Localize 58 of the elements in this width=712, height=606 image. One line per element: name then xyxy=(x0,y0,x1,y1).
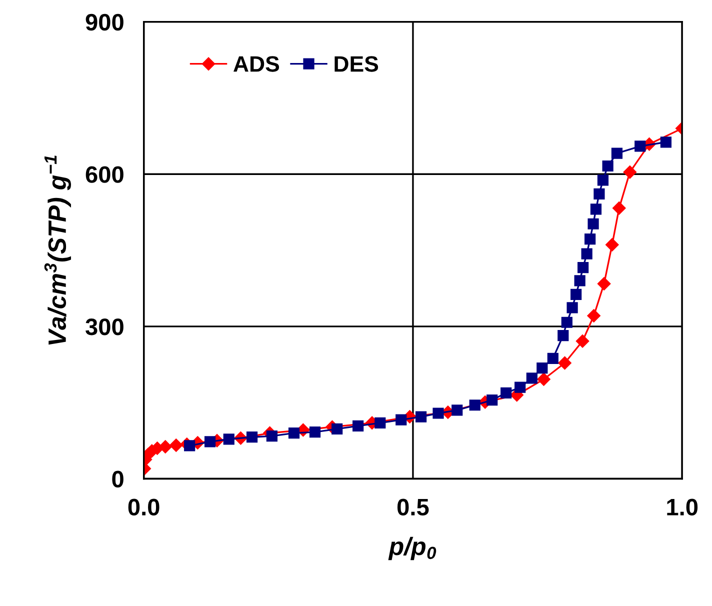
point xyxy=(611,148,623,159)
point xyxy=(469,400,480,411)
point xyxy=(223,434,234,445)
legend-label: DES xyxy=(334,56,378,72)
x-axis-title: p/p$_{0}$ xyxy=(388,536,436,560)
point xyxy=(574,275,586,286)
point xyxy=(566,302,578,314)
point xyxy=(537,372,550,386)
point xyxy=(584,234,596,245)
point xyxy=(578,262,589,274)
point xyxy=(526,372,538,384)
point xyxy=(266,430,278,442)
y-tick-label: 300 xyxy=(86,318,124,336)
point xyxy=(309,426,321,438)
point xyxy=(561,316,572,328)
point xyxy=(590,204,602,215)
legend-label: ADS xyxy=(234,56,280,72)
point xyxy=(432,408,444,419)
y-tick-label: 900 xyxy=(86,14,124,31)
point xyxy=(576,334,590,348)
y-tick-label: 0 xyxy=(112,470,124,488)
point xyxy=(332,423,343,435)
point xyxy=(170,438,183,452)
point xyxy=(594,188,605,200)
y-tick-label: 600 xyxy=(86,166,124,183)
point xyxy=(558,356,572,370)
point xyxy=(660,136,672,148)
point xyxy=(374,417,386,428)
point xyxy=(514,382,526,393)
point xyxy=(606,238,619,252)
point xyxy=(158,440,172,454)
point xyxy=(581,248,592,260)
point xyxy=(597,174,609,186)
point xyxy=(634,140,646,152)
point xyxy=(536,362,548,374)
point xyxy=(587,309,600,322)
point xyxy=(588,218,599,230)
point xyxy=(246,432,258,443)
x-tick-label: 0.5 xyxy=(397,498,429,516)
point xyxy=(184,440,196,452)
point xyxy=(486,394,498,406)
point xyxy=(570,288,582,300)
point xyxy=(547,352,558,364)
point xyxy=(500,387,512,398)
point xyxy=(352,420,364,432)
y-axis-title: Va/cm$^{3}$(STP) g$^{−1}$ xyxy=(44,156,72,345)
point xyxy=(602,160,614,172)
point xyxy=(204,436,216,448)
x-tick-label: 0.0 xyxy=(128,498,160,516)
point xyxy=(396,414,407,426)
point xyxy=(597,277,611,290)
point xyxy=(452,404,463,416)
point xyxy=(415,411,427,422)
point xyxy=(612,202,626,215)
x-tick-label: 1.0 xyxy=(667,498,698,516)
point xyxy=(623,166,636,179)
point xyxy=(288,427,300,439)
point xyxy=(558,330,569,342)
